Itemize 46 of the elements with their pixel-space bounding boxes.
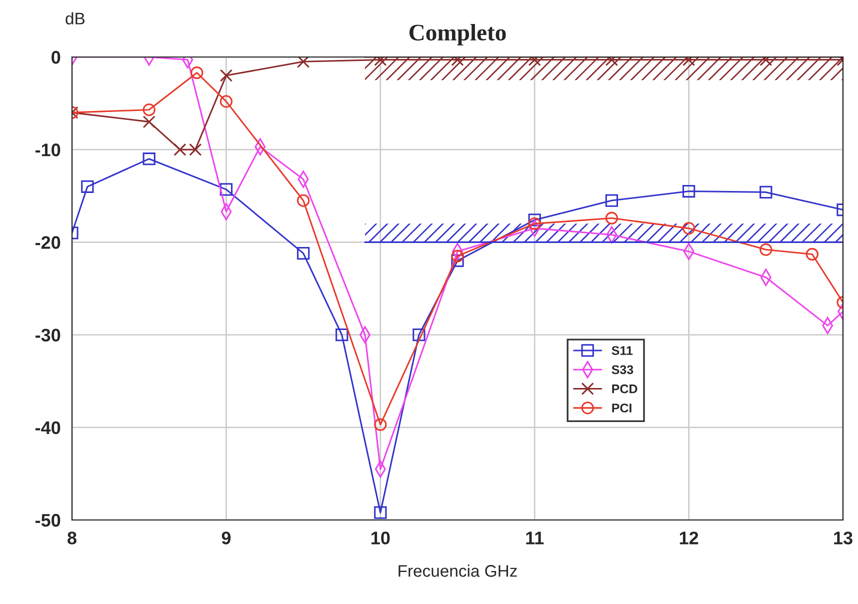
point bbox=[336, 328, 348, 342]
y-tick-label: -30 bbox=[36, 328, 60, 342]
y-tick-label: -10 bbox=[36, 144, 60, 156]
point bbox=[190, 66, 204, 80]
point bbox=[142, 116, 156, 128]
y-tick-label: 0 bbox=[52, 50, 60, 64]
point bbox=[412, 328, 426, 342]
point bbox=[81, 180, 94, 193]
y-tick-label: -20 bbox=[36, 236, 60, 249]
point bbox=[605, 194, 618, 207]
x-axis-title: Frecuencia GHz bbox=[398, 564, 517, 577]
point bbox=[189, 143, 202, 156]
point bbox=[760, 243, 772, 256]
point bbox=[528, 217, 541, 230]
legend-label: S33 bbox=[612, 365, 634, 374]
point bbox=[374, 506, 387, 519]
y-axis-title: dB bbox=[66, 12, 85, 24]
point bbox=[174, 143, 186, 156]
y-tick-label: -40 bbox=[36, 421, 60, 434]
x-tick-label: 8 bbox=[68, 532, 76, 544]
x-tick-label: 11 bbox=[526, 532, 544, 544]
y-tick-label: -50 bbox=[36, 514, 60, 527]
point bbox=[220, 95, 233, 108]
point bbox=[605, 212, 618, 224]
point bbox=[451, 250, 464, 262]
point bbox=[220, 183, 233, 196]
point bbox=[374, 418, 387, 431]
x-tick-label: 13 bbox=[834, 532, 852, 544]
point bbox=[806, 248, 818, 261]
legend-label: PCD bbox=[612, 384, 638, 394]
point bbox=[142, 103, 156, 116]
x-tick-label: 9 bbox=[222, 532, 231, 544]
x-tick-label: 12 bbox=[680, 532, 698, 544]
point bbox=[296, 57, 310, 68]
point bbox=[296, 194, 310, 207]
point bbox=[682, 222, 696, 235]
point bbox=[296, 246, 310, 260]
point bbox=[451, 254, 464, 268]
point bbox=[760, 186, 772, 199]
point bbox=[142, 152, 156, 166]
point bbox=[682, 184, 696, 198]
chart-title: Completo bbox=[409, 24, 506, 46]
point bbox=[220, 69, 233, 82]
legend-label: S11 bbox=[612, 346, 633, 355]
x-tick-label: 10 bbox=[371, 532, 390, 544]
legend-label: PCI bbox=[612, 404, 632, 412]
